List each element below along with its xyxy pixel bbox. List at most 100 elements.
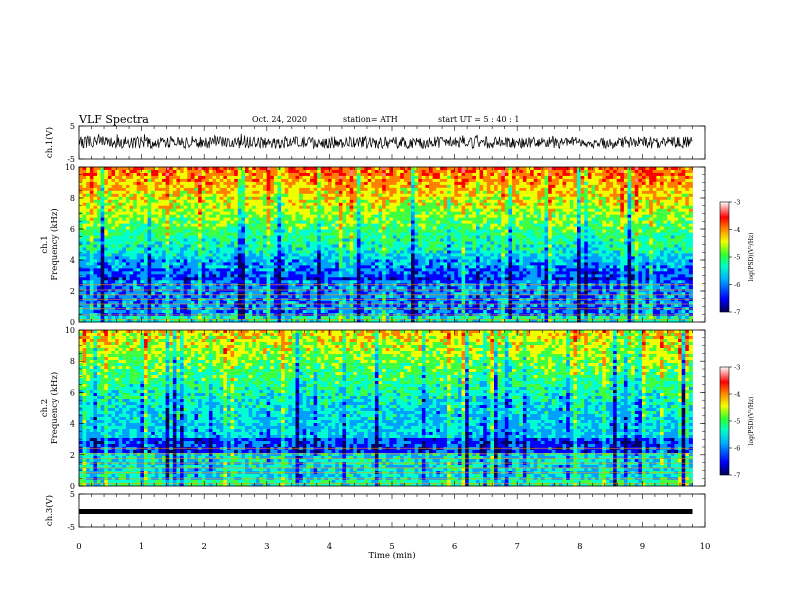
spectrogram-cell [555,169,560,174]
spectrogram-cell [652,208,657,213]
spectrogram-cell [302,235,307,239]
spectrogram-cell [526,184,531,189]
spectrogram-cell [598,229,603,233]
spectrogram-cell [652,232,657,236]
spectrogram-cell [519,172,524,177]
spectrogram-cell [548,202,553,207]
spectrogram-cell [288,217,293,222]
spectrogram-cell [400,235,405,239]
spectrogram-cell [324,193,329,198]
spectrogram-cell [302,223,307,228]
spectrogram-cell [407,181,412,186]
spectrogram-cell [400,193,405,198]
spectrogram-cell [558,199,563,204]
spectrogram-cell [270,202,275,207]
spectrogram-cell [302,167,307,171]
spectrogram-cell [273,184,278,189]
spectrogram-cell [649,247,654,251]
spectrogram-cell [277,190,282,195]
spectrogram-cell [580,169,585,174]
spectrogram-cell [670,205,675,210]
spectrogram-cell [158,223,163,228]
spectrogram-cell [309,223,314,228]
spectrogram-cell [180,193,185,198]
spectrogram-cell [403,211,408,216]
spectrogram-cell [522,202,527,207]
spectrogram-cell [100,238,105,242]
spectrogram-cell [183,235,188,239]
spectrogram-cell [447,190,452,195]
spectrogram-cell [364,178,369,183]
spectrogram-cell [609,223,614,228]
spectrogram-cell [89,178,94,183]
spectrogram-cell [234,190,239,195]
spectrogram-cell [245,247,250,251]
spectrogram-cell [414,211,419,216]
spectrogram-cell [392,175,397,180]
spectrogram-cell [93,167,98,171]
spectrogram-cell [118,241,123,245]
spectrogram-cell [299,208,304,213]
spectrogram-cell [172,208,177,213]
spectrogram-cell [544,167,549,171]
spectrogram-cell [638,175,643,180]
spectrogram-cell [645,244,650,248]
spectrogram-cell [367,223,372,228]
spectrogram-cell [100,253,105,257]
spectrogram-cell [154,175,159,180]
spectrogram-cell [504,167,509,171]
spectrogram-cell [245,250,250,254]
spectrogram-cell [364,244,369,248]
spectrogram-cell [165,181,170,186]
spectrogram-cell [346,247,351,251]
spectrogram-cell [237,178,242,183]
spectrogram-cell [338,175,343,180]
spectrogram-cell [302,214,307,219]
spectrogram-cell [454,178,459,183]
spectrogram-cell [140,211,145,216]
spectrogram-cell [180,205,185,210]
spectrogram-cell [248,181,253,186]
spectrogram-cell [255,247,260,251]
spectrogram-cell [183,208,188,213]
spectrogram-cell [566,175,571,180]
spectrogram-cell [223,217,228,222]
spectrogram-cell [656,196,661,201]
spectrogram-cell [605,202,610,207]
spectrogram-cell [447,235,452,239]
spectrogram-cell [457,217,462,222]
spectrogram-cell [537,208,542,213]
spectrogram-cell [436,187,441,192]
spectrogram-cell [609,244,614,248]
spectrogram-cell [320,190,325,195]
spectrogram-cell [309,199,314,204]
spectrogram-cell [530,167,535,171]
spectrogram-cell [183,199,188,204]
spectrogram-cell [281,229,286,233]
spectrogram-cell [263,223,268,228]
spectrogram-cell [645,232,650,236]
spectrogram-cell [183,229,188,233]
spectrogram-cell [450,232,455,236]
spectrogram-cell [457,172,462,177]
spectrogram-cell [558,217,563,222]
spectrogram-cell [555,181,560,186]
spectrogram-cell [447,169,452,174]
spectrogram-cell [400,229,405,233]
spectrogram-cell [641,199,646,204]
spectrogram-cell [371,247,376,251]
spectrogram-cell [180,214,185,219]
spectrogram-cell [508,229,513,233]
spectrogram-cell [295,232,300,236]
spectrogram-cell [627,175,632,180]
spectrogram-cell [508,223,513,228]
spectrogram-cell [627,214,632,219]
spectrogram-cell [526,187,531,192]
spectrogram-cell [165,253,170,257]
spectrogram-cell [403,214,408,219]
spectrogram-cell [486,199,491,204]
spectrogram-cell [421,199,426,204]
spectrogram-cell [288,196,293,201]
spectrogram-cell [631,235,636,239]
spectrogram-cell [685,211,690,216]
